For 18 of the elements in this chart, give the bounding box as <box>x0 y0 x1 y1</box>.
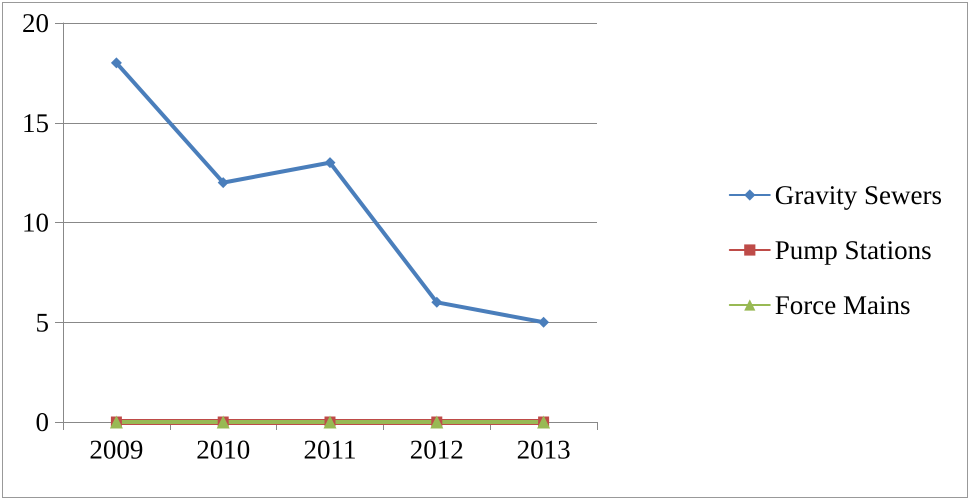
y-tick-label: 0 <box>36 407 49 437</box>
point <box>110 57 122 68</box>
point <box>218 177 229 188</box>
y-tick-label: 20 <box>22 8 49 38</box>
point <box>324 157 336 168</box>
x-tick-label: 2012 <box>410 434 464 464</box>
point <box>431 296 442 308</box>
y-tick-label: 10 <box>22 208 49 238</box>
x-tick-label: 2011 <box>304 434 356 464</box>
legend-label: Gravity Sewers <box>774 180 942 210</box>
legend-label: Force Mains <box>774 290 911 320</box>
legend-label: Pump Stations <box>774 235 932 265</box>
y-tick-label: 15 <box>22 108 49 138</box>
point <box>538 316 550 328</box>
x-tick-label: 2009 <box>89 434 144 464</box>
y-tick-label: 5 <box>36 307 49 338</box>
x-tick-label: 2013 <box>516 434 571 464</box>
x-tick-label: 2010 <box>196 434 250 464</box>
